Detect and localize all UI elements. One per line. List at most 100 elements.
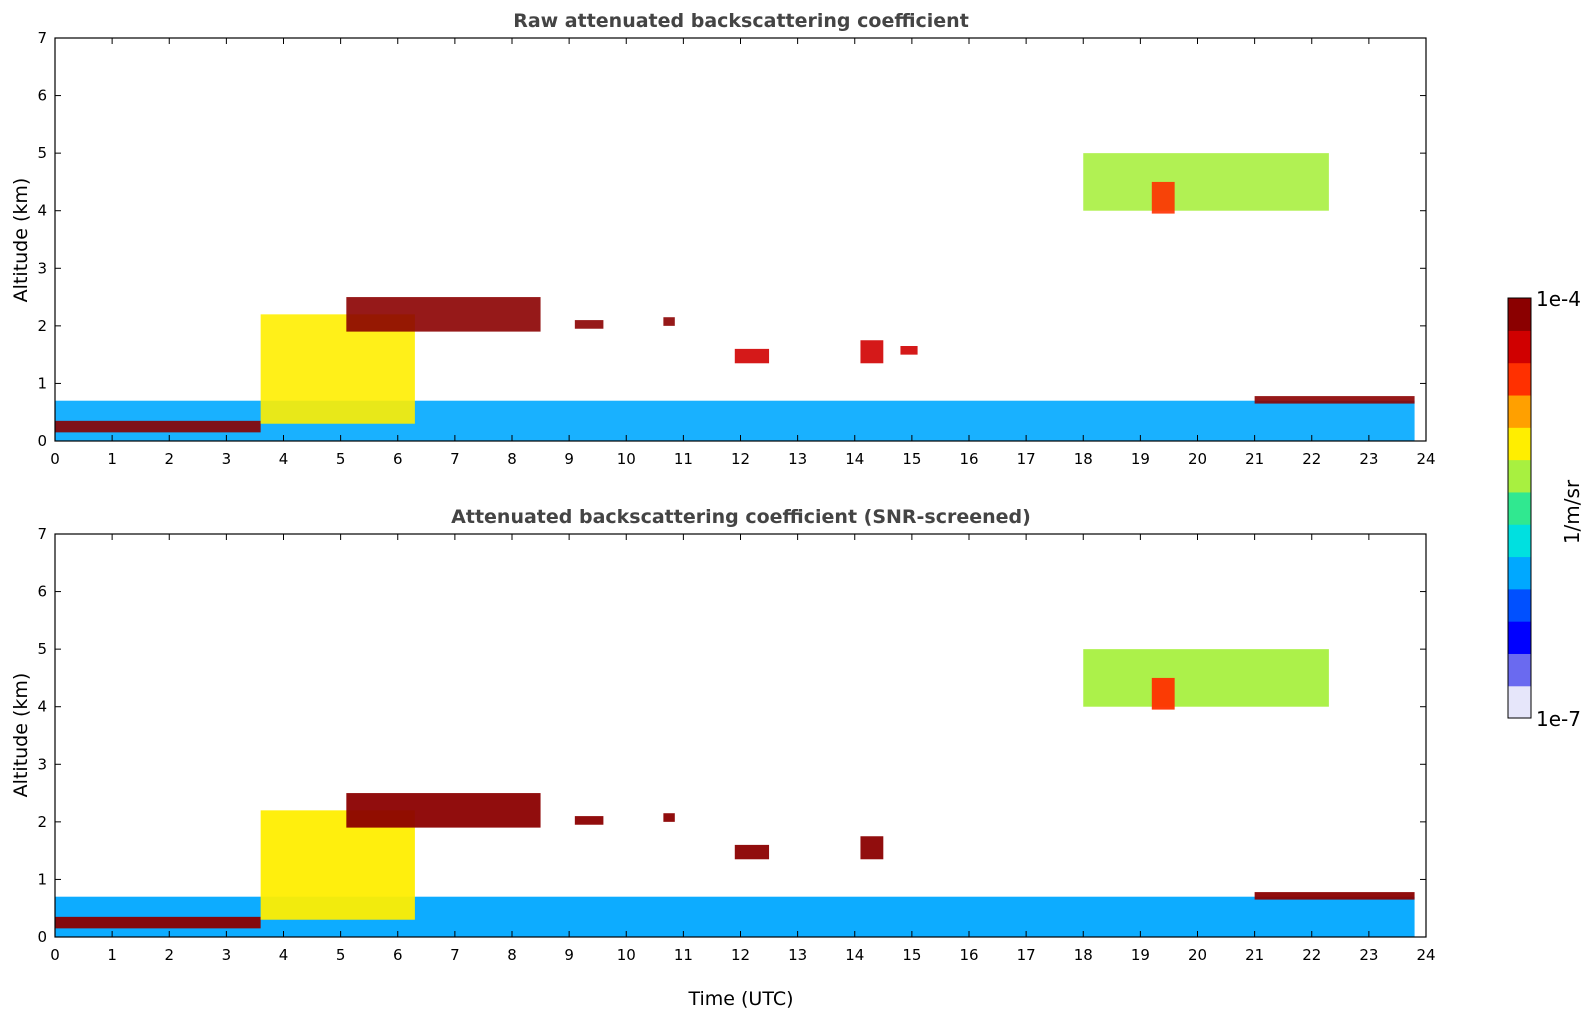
x-tick-label: 2 bbox=[164, 450, 174, 468]
x-tick-label: 9 bbox=[564, 946, 574, 964]
x-tick-label: 8 bbox=[507, 946, 517, 964]
x-tick-label: 18 bbox=[1074, 450, 1093, 468]
x-tick-label: 5 bbox=[336, 946, 346, 964]
colorbar-min-label: 1e-7 bbox=[1536, 707, 1581, 731]
y-tick-label: 2 bbox=[37, 317, 47, 335]
y-tick-label: 5 bbox=[37, 640, 47, 658]
heatmap-rising-layer bbox=[260, 314, 415, 424]
x-tick-label: 12 bbox=[731, 946, 750, 964]
x-tick-label: 4 bbox=[279, 450, 289, 468]
heatmap-cloud-patch bbox=[574, 320, 604, 329]
panel-raw-title: Raw attenuated backscattering coefficien… bbox=[513, 10, 969, 32]
heatmap-cloud-patch bbox=[860, 836, 884, 860]
heatmap-low-cloud-evening bbox=[1254, 396, 1415, 404]
x-tick-label: 5 bbox=[336, 450, 346, 468]
y-tick-label: 7 bbox=[37, 525, 47, 543]
x-tick-label: 6 bbox=[393, 946, 403, 964]
y-tick-label: 1 bbox=[37, 870, 47, 888]
colorbar-step bbox=[1508, 491, 1531, 525]
y-tick-label: 3 bbox=[37, 755, 47, 773]
colorbar-step bbox=[1508, 298, 1531, 331]
panel-raw: Raw attenuated backscattering coefficien… bbox=[10, 10, 1436, 468]
heatmap-cloud-patch bbox=[900, 346, 918, 355]
x-tick-label: 24 bbox=[1416, 946, 1435, 964]
x-tick-label: 20 bbox=[1188, 450, 1207, 468]
y-tick-label: 2 bbox=[37, 813, 47, 831]
x-tick-label: 4 bbox=[279, 946, 289, 964]
panel-screened-y-label: Altitude (km) bbox=[10, 673, 32, 798]
heatmap-early-aerosol-layer bbox=[55, 420, 261, 433]
y-tick-label: 0 bbox=[37, 432, 47, 450]
x-tick-label: 23 bbox=[1359, 450, 1378, 468]
heatmap-mid-level-core bbox=[1151, 181, 1175, 214]
panel-screened-y-axis: 0 1 2 3 4 5 6 7 bbox=[37, 525, 1426, 946]
x-tick-label: 21 bbox=[1245, 946, 1264, 964]
heatmap-low-cloud-evening bbox=[1254, 892, 1415, 900]
x-tick-label: 19 bbox=[1131, 946, 1150, 964]
x-tick-label: 16 bbox=[959, 946, 978, 964]
x-tick-label: 18 bbox=[1074, 946, 1093, 964]
y-tick-label: 6 bbox=[37, 87, 47, 105]
heatmap-cloud-patch bbox=[734, 348, 770, 364]
x-tick-label: 8 bbox=[507, 450, 517, 468]
x-tick-label: 11 bbox=[674, 450, 693, 468]
x-tick-label: 23 bbox=[1359, 946, 1378, 964]
x-tick-label: 20 bbox=[1188, 946, 1207, 964]
panel-raw-x-axis: 0 1 2 3 4 5 6 7 8 9 10 11 12 13 14 15 16 17 18 19 20 21 22 23 24 bbox=[50, 38, 1436, 468]
heatmap-cloud-patch bbox=[734, 844, 770, 860]
heatmap-rising-layer bbox=[260, 810, 415, 920]
heatmap-mid-level-aerosol bbox=[1083, 649, 1329, 707]
colorbar-step bbox=[1508, 459, 1531, 493]
x-tick-label: 6 bbox=[393, 450, 403, 468]
heatmap-mid-level-core bbox=[1151, 677, 1175, 710]
x-tick-label: 12 bbox=[731, 450, 750, 468]
x-tick-label: 14 bbox=[845, 450, 864, 468]
y-tick-label: 0 bbox=[37, 928, 47, 946]
y-tick-label: 6 bbox=[37, 583, 47, 601]
heatmap-early-aerosol-layer bbox=[55, 916, 261, 929]
x-tick-label: 17 bbox=[1017, 946, 1036, 964]
y-tick-label: 1 bbox=[37, 374, 47, 392]
colorbar-step bbox=[1508, 685, 1531, 719]
x-tick-label: 14 bbox=[845, 946, 864, 964]
y-tick-label: 5 bbox=[37, 144, 47, 162]
panel-screened-title: Attenuated backscattering coefficient (S… bbox=[451, 506, 1031, 528]
x-tick-label: 13 bbox=[788, 946, 807, 964]
x-tick-label: 19 bbox=[1131, 450, 1150, 468]
panel-raw-heatmap bbox=[55, 153, 1415, 441]
heatmap-cloud-patch bbox=[574, 816, 604, 825]
x-tick-label: 7 bbox=[450, 450, 460, 468]
heatmap-cloud-layer-2km bbox=[346, 297, 541, 332]
x-tick-label: 11 bbox=[674, 946, 693, 964]
panel-raw-y-axis: 0 1 2 3 4 5 6 7 bbox=[37, 29, 1426, 450]
x-tick-label: 1 bbox=[107, 946, 117, 964]
colorbar-gradient bbox=[1508, 298, 1531, 719]
x-tick-label: 15 bbox=[902, 450, 921, 468]
colorbar-step bbox=[1508, 653, 1531, 687]
colorbar-step bbox=[1508, 621, 1531, 654]
x-tick-label: 10 bbox=[617, 450, 636, 468]
y-tick-label: 3 bbox=[37, 259, 47, 277]
heatmap-cloud-patch bbox=[860, 340, 884, 364]
x-tick-label: 0 bbox=[50, 450, 60, 468]
y-tick-label: 7 bbox=[37, 29, 47, 47]
x-tick-label: 22 bbox=[1302, 946, 1321, 964]
x-tick-label: 24 bbox=[1416, 450, 1435, 468]
panel-screened-x-axis: 0 1 2 3 4 5 6 7 8 9 10 11 12 13 14 15 16 17 18 19 20 21 22 23 24 bbox=[50, 534, 1436, 964]
panel-screened-heatmap bbox=[55, 649, 1415, 937]
x-tick-label: 15 bbox=[902, 946, 921, 964]
colorbar-max-label: 1e-4 bbox=[1536, 287, 1581, 311]
colorbar-step bbox=[1508, 556, 1531, 590]
x-tick-label: 17 bbox=[1017, 450, 1036, 468]
colorbar-step bbox=[1508, 524, 1531, 558]
panel-screened-x-label: Time (UTC) bbox=[687, 988, 793, 1010]
heatmap-cloud-layer-2km bbox=[346, 793, 541, 828]
colorbar-step bbox=[1508, 427, 1531, 461]
x-tick-label: 9 bbox=[564, 450, 574, 468]
x-tick-label: 3 bbox=[222, 946, 232, 964]
x-tick-label: 7 bbox=[450, 946, 460, 964]
y-tick-label: 4 bbox=[37, 698, 47, 716]
x-tick-label: 21 bbox=[1245, 450, 1264, 468]
heatmap-mid-level-aerosol bbox=[1083, 153, 1329, 211]
